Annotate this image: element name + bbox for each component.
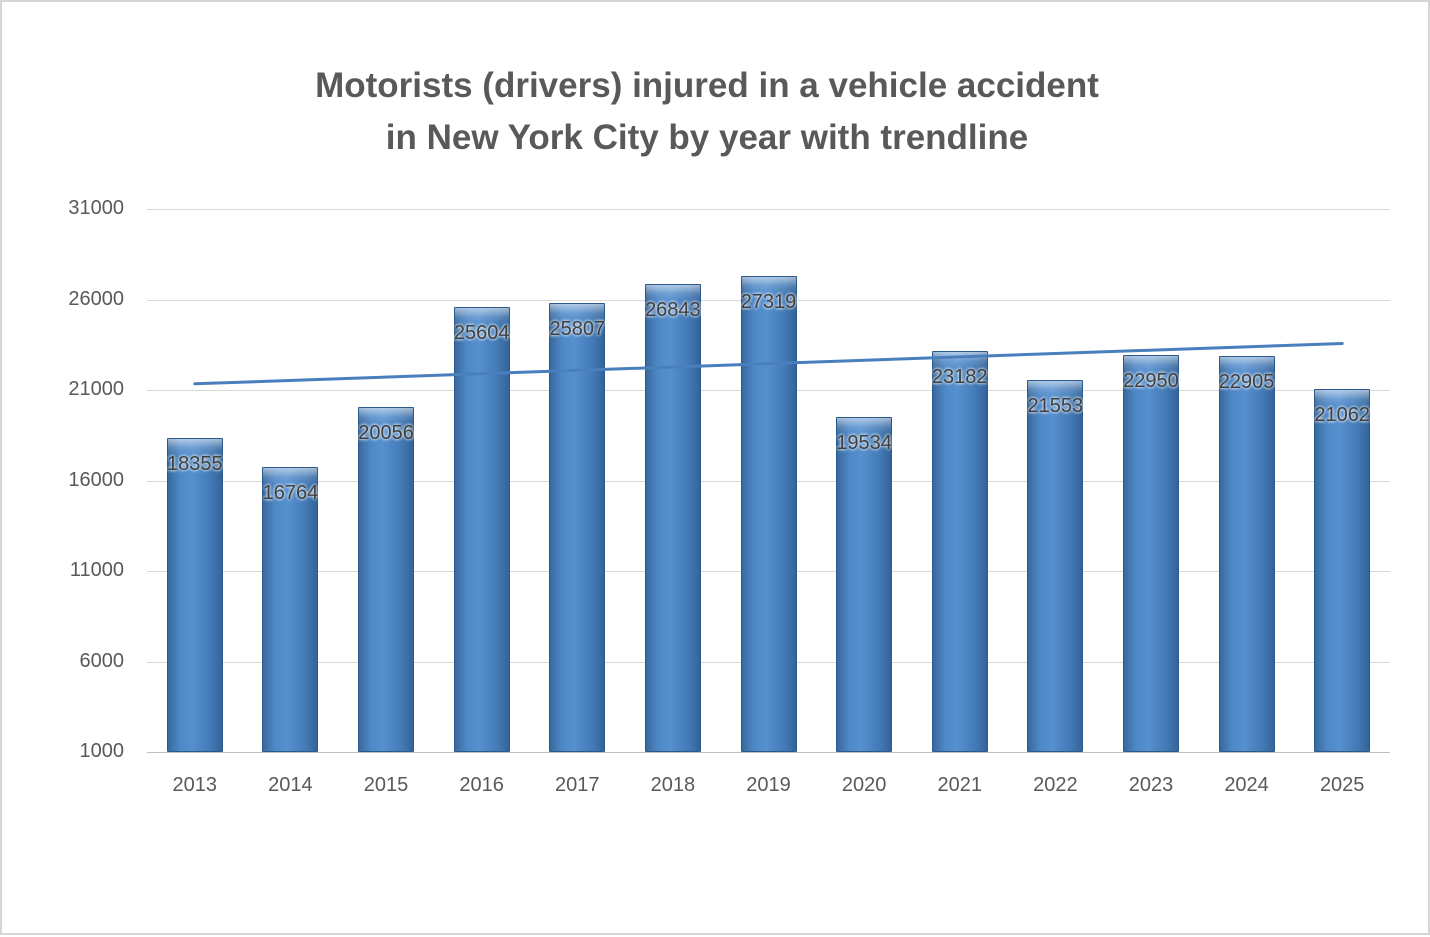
x-axis-tick-label: 2018 (650, 774, 696, 796)
x-axis-tick-label: 2013 (172, 774, 218, 796)
bar-value-label: 18355 (166, 452, 223, 475)
bar-value-label: 19534 (836, 431, 892, 454)
x-axis-tick-label: 2015 (363, 774, 409, 796)
bar-value-label: 27319 (740, 290, 797, 313)
chart-title-line1: Motorists (drivers) injured in a vehicle… (315, 66, 1099, 105)
y-axis-tick-label: 1000 (79, 740, 125, 762)
x-axis-tick-label: 2020 (841, 774, 887, 796)
y-axis-tick-label: 11000 (69, 559, 124, 581)
bar-value-label: 23182 (931, 365, 988, 388)
bar (453, 306, 510, 752)
x-axis-tick-label: 2017 (555, 774, 600, 796)
x-axis-tick-label: 2024 (1224, 774, 1269, 796)
x-axis-tick-label: 2019 (746, 774, 791, 796)
bar-value-label: 21062 (1314, 403, 1370, 426)
y-axis-tick-label: 21000 (68, 378, 124, 400)
y-axis-tick-label: 26000 (68, 287, 124, 310)
bar (1314, 388, 1371, 752)
bar (358, 407, 415, 752)
bar-value-label: 16764 (262, 481, 319, 504)
y-axis-tick-label: 31000 (68, 197, 124, 219)
bar-value-label: 20056 (358, 422, 414, 445)
bar-value-label: 25807 (549, 317, 606, 340)
chart-title: Motorists (drivers) injured in a vehicle… (2, 60, 1412, 164)
y-axis-tick-label: 6000 (79, 649, 125, 672)
bar (262, 466, 319, 752)
bar-value-label: 25604 (453, 321, 510, 344)
x-axis-tick-label: 2023 (1128, 774, 1174, 796)
x-axis-tick-label: 2021 (937, 774, 982, 796)
bar (644, 284, 701, 752)
chart-title-line2: in New York City by year with trendline (385, 118, 1029, 157)
gridline (147, 752, 1390, 753)
x-axis-tick-label: 2014 (268, 774, 313, 796)
bar (1122, 354, 1179, 752)
bar (166, 437, 223, 752)
gridline (147, 209, 1390, 210)
bar (836, 416, 893, 752)
bar (549, 302, 606, 752)
x-axis-tick-label: 2022 (1033, 774, 1078, 796)
x-axis-tick-label: 2025 (1319, 774, 1365, 796)
bar-value-label: 21553 (1027, 394, 1084, 417)
bar (1218, 355, 1275, 752)
bar-value-label: 22905 (1218, 370, 1275, 393)
y-axis-tick-label: 16000 (68, 468, 124, 491)
bar (1027, 379, 1084, 752)
bar-value-label: 26843 (645, 299, 701, 322)
bar (740, 275, 797, 752)
bar (931, 350, 988, 752)
x-axis-tick-label: 2016 (459, 774, 504, 796)
